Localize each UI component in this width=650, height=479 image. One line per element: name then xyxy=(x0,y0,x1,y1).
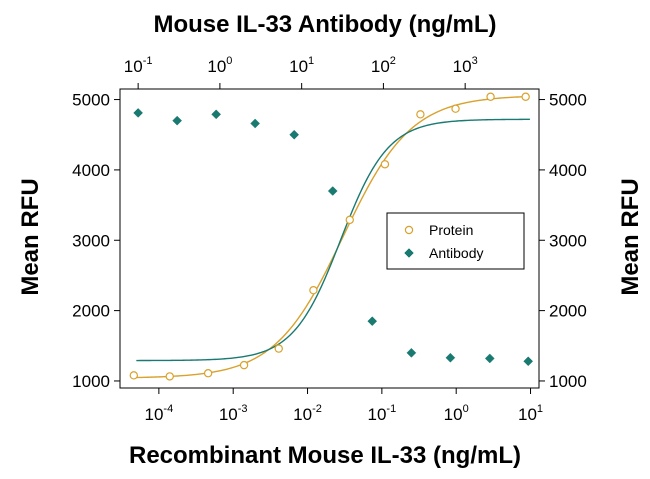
data-point-antibody xyxy=(289,129,300,140)
legend-box xyxy=(386,212,525,270)
data-point-antibody xyxy=(367,316,378,327)
y-axis-title-right: Mean RFU xyxy=(617,178,644,295)
data-points xyxy=(129,92,534,381)
data-point-protein xyxy=(165,372,174,381)
data-point-antibody xyxy=(406,347,417,358)
plot-frame xyxy=(119,88,540,389)
fit-curve-protein xyxy=(132,95,528,379)
y-tick-label-right: 4000 xyxy=(549,161,587,180)
data-point-protein xyxy=(486,92,495,101)
x-axis-title: Recombinant Mouse IL-33 (ng/mL) xyxy=(129,442,521,469)
x2-tick-label: 101 xyxy=(289,55,314,76)
fit-curve-antibody xyxy=(136,118,530,362)
fit-curves xyxy=(132,95,530,379)
legend: Protein Antibody xyxy=(386,212,525,270)
x2-tick-label: 103 xyxy=(453,55,478,76)
y-tick-label-left: 3000 xyxy=(72,231,110,250)
y-axis-title-left: Mean RFU xyxy=(17,178,44,295)
x2-tick-label: 102 xyxy=(371,55,396,76)
data-point-protein xyxy=(416,110,425,119)
data-point-protein xyxy=(521,92,530,101)
chart-title: Mouse IL-33 Antibody (ng/mL) xyxy=(153,11,496,38)
y-tick-label-left: 1000 xyxy=(72,372,110,391)
data-point-protein xyxy=(129,371,138,380)
data-point-protein xyxy=(274,344,283,353)
y-tick-label-right: 2000 xyxy=(549,302,587,321)
x-tick-label: 101 xyxy=(518,403,543,424)
data-point-protein xyxy=(203,369,213,378)
x-tick-label: 10-1 xyxy=(368,403,397,424)
data-point-protein xyxy=(451,104,460,113)
data-point-antibody xyxy=(445,352,456,363)
data-point-protein xyxy=(309,286,318,295)
y-tick-label-left: 4000 xyxy=(72,161,110,180)
x-tick-label: 10-3 xyxy=(219,403,248,424)
x-tick-label: 10-4 xyxy=(145,403,174,424)
data-point-antibody xyxy=(523,356,534,367)
legend-marker-protein xyxy=(404,225,414,235)
y-tick-label-left: 2000 xyxy=(72,302,110,321)
y-tick-label-right: 5000 xyxy=(549,91,587,110)
data-point-antibody xyxy=(211,109,222,120)
x2-tick-label: 100 xyxy=(207,55,232,76)
data-point-protein xyxy=(380,160,390,169)
x2-tick-label: 10-1 xyxy=(124,55,153,76)
data-point-antibody xyxy=(172,115,182,126)
data-point-antibody xyxy=(484,353,495,364)
data-point-antibody xyxy=(133,108,143,118)
legend-label-protein: Protein xyxy=(429,222,473,238)
legend-label-antibody: Antibody xyxy=(429,245,483,261)
x-tick-label: 100 xyxy=(444,403,469,424)
y-tick-label-right: 1000 xyxy=(549,372,587,391)
data-point-protein xyxy=(239,360,249,370)
axis-ticks: 10-4 10-3 10-2 10-1 100 101 10-1 100 101 102 103 10… xyxy=(72,55,587,424)
y-tick-label-left: 5000 xyxy=(72,91,110,110)
y-tick-label-right: 3000 xyxy=(549,231,587,250)
data-point-antibody xyxy=(250,118,261,129)
legend-marker-antibody xyxy=(404,248,414,258)
data-point-protein xyxy=(345,215,354,225)
x-tick-label: 10-2 xyxy=(293,403,322,424)
data-point-antibody xyxy=(327,186,338,196)
